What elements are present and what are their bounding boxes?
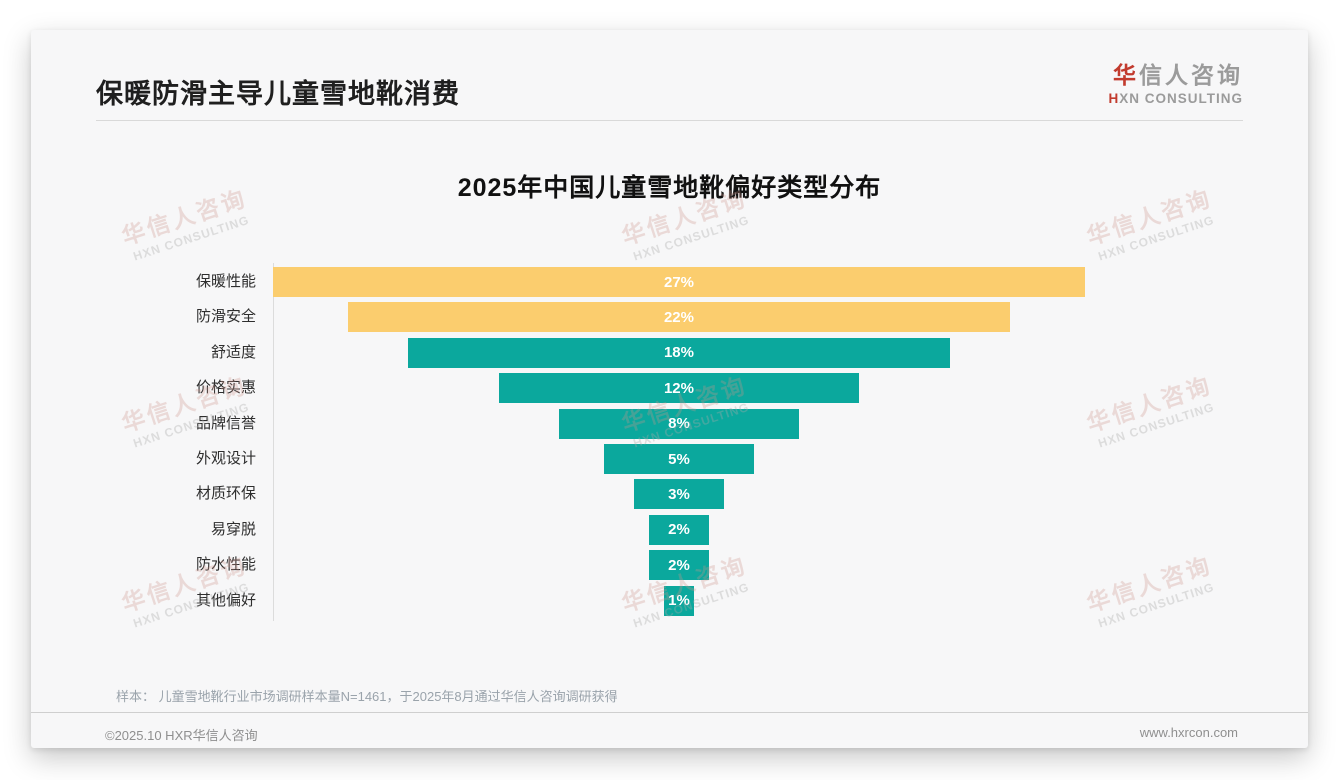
logo-english-text: HXN CONSULTING <box>1108 91 1243 106</box>
bar-价格实惠: 12% <box>498 373 860 404</box>
bar-value-label: 2% <box>668 556 690 574</box>
website-url: www.hxrcon.com <box>1139 725 1238 740</box>
chart-row: 舒适度 18% <box>31 337 1308 368</box>
watermark-en-text: HXN CONSULTING <box>131 212 251 264</box>
bar-value-label: 12% <box>663 379 694 397</box>
chart-row: 保暖性能 27% <box>31 267 1308 297</box>
category-label: 品牌信誉 <box>195 414 256 432</box>
funnel-chart: 保暖性能 27% 防滑安全 22% 舒适度 18% 价格实惠 12% 品牌信誉 8% 外观设计 5% 材… <box>31 263 1308 625</box>
chart-row: 品牌信誉 8% <box>31 408 1308 439</box>
bar-防水性能: 2% <box>648 550 710 581</box>
bar-品牌信誉: 8% <box>558 408 800 439</box>
bar-易穿脱: 2% <box>648 514 710 545</box>
category-label: 材质环保 <box>195 485 256 503</box>
category-label: 防水性能 <box>195 556 256 574</box>
bar-防滑安全: 22% <box>348 302 1010 333</box>
category-label: 保暖性能 <box>195 273 256 290</box>
bar-value-label: 1% <box>668 592 690 610</box>
chart-row: 材质环保 3% <box>31 479 1308 510</box>
chart-row: 防滑安全 22% <box>31 302 1308 333</box>
bar-value-label: 2% <box>668 521 690 539</box>
page-title: 保暖防滑主导儿童雪地靴消费 <box>96 79 460 109</box>
category-label: 价格实惠 <box>195 379 256 397</box>
y-axis-line <box>273 263 274 621</box>
bar-value-label: 3% <box>668 485 690 503</box>
bar-材质环保: 3% <box>633 479 725 510</box>
report-card: 保暖防滑主导儿童雪地靴消费 华信人咨询 HXN CONSULTING 2025年… <box>31 30 1308 748</box>
bar-value-label: 8% <box>668 415 690 433</box>
bar-value-label: 18% <box>663 344 694 362</box>
copyright-text: ©2025.10 HXR华信人咨询 <box>105 728 258 743</box>
chart-row: 外观设计 5% <box>31 444 1308 474</box>
bar-value-label: 5% <box>668 450 690 468</box>
bar-舒适度: 18% <box>408 337 950 368</box>
category-label: 舒适度 <box>210 343 256 361</box>
bar-value-label: 22% <box>663 308 694 326</box>
footer: ©2025.10 HXR华信人咨询 www.hxrcon.com <box>31 713 1308 748</box>
footer-divider <box>31 712 1308 713</box>
bar-保暖性能: 27% <box>273 267 1085 297</box>
header-divider <box>96 120 1243 121</box>
company-logo: 华信人咨询 HXN CONSULTING <box>1109 56 1244 106</box>
chart-row: 价格实惠 12% <box>31 373 1308 404</box>
watermark-en-text: HXN CONSULTING <box>631 212 751 264</box>
bar-value-label: 27% <box>663 273 695 291</box>
category-label: 防滑安全 <box>195 308 256 326</box>
chart-row: 其他偏好 1% <box>31 585 1308 616</box>
chart-row: 防水性能 2% <box>31 550 1308 581</box>
sample-note: 样本： 儿童雪地靴行业市场调研样本量N=1461，于2025年8月通过华信人咨询… <box>116 689 618 704</box>
category-label: 外观设计 <box>195 450 256 467</box>
watermark-en-text: HXN CONSULTING <box>1096 212 1216 264</box>
bar-其他偏好: 1% <box>663 585 695 616</box>
logo-chinese-text: 华信人咨询 <box>1113 62 1243 88</box>
bar-外观设计: 5% <box>603 444 755 474</box>
category-label: 易穿脱 <box>210 520 256 538</box>
chart-title: 2025年中国儿童雪地靴偏好类型分布 <box>457 174 882 202</box>
category-label: 其他偏好 <box>195 591 256 609</box>
chart-row: 易穿脱 2% <box>31 514 1308 545</box>
